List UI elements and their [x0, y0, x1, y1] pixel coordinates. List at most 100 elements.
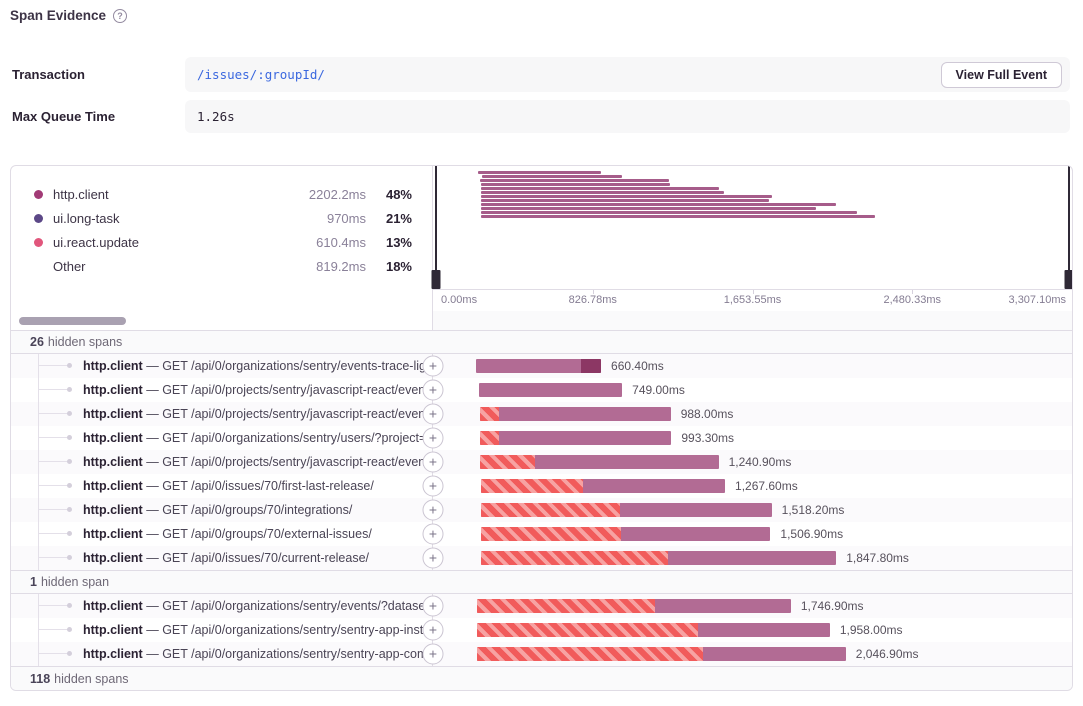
minimap-right-grip[interactable] — [1064, 270, 1072, 289]
span-duration-bar — [480, 503, 772, 517]
expand-span-button[interactable]: + — [422, 523, 444, 545]
span-duration-label: 1,240.90ms — [728, 455, 792, 469]
queue-time-stripe — [480, 455, 536, 469]
expand-span-button[interactable]: + — [422, 547, 444, 569]
span-waterfall-panel: http.client 2202.2ms 48% ui.long-task 97… — [10, 165, 1073, 691]
span-path: GET /api/0/organizations/sentry/events-t… — [162, 359, 433, 373]
expand-span-button[interactable]: + — [422, 379, 444, 401]
span-op: http.client — [83, 407, 143, 421]
legend-item: ui.long-task 970ms 21% — [11, 206, 432, 230]
minimap-left-grip[interactable] — [431, 270, 441, 289]
minimap-right-handle[interactable] — [1064, 166, 1072, 289]
span-op: http.client — [83, 599, 143, 613]
span-row-description-cell: http.client — GET /api/0/projects/sentry… — [11, 450, 433, 474]
span-row-timeline-cell: 1,746.90ms — [433, 594, 1072, 618]
span-row-description-cell: http.client — GET /api/0/groups/70/exter… — [11, 522, 433, 546]
minimap-span-bar — [480, 191, 725, 194]
minimap-span-bar — [480, 199, 770, 202]
scrollbar-track[interactable] — [11, 311, 433, 330]
tree-connector-line — [38, 509, 68, 510]
tree-connector-line — [38, 629, 68, 630]
span-row-description-cell: http.client — GET /api/0/groups/70/integ… — [11, 498, 433, 522]
span-description: http.client — GET /api/0/organizations/s… — [83, 618, 432, 642]
minimap-left-handle[interactable] — [431, 166, 441, 289]
tree-connector-line — [38, 461, 68, 462]
expand-span-button[interactable]: + — [422, 451, 444, 473]
span-row-description-cell: http.client — GET /api/0/organizations/s… — [11, 426, 433, 450]
tree-connector-line — [38, 605, 68, 606]
span-row: http.client — GET /api/0/organizations/s… — [11, 618, 1072, 642]
span-duration-label: 1,746.90ms — [800, 599, 864, 613]
span-description: http.client — GET /api/0/projects/sentry… — [83, 378, 432, 402]
legend-item: Other 819.2ms 18% — [11, 254, 432, 278]
expand-span-button[interactable]: + — [422, 427, 444, 449]
op-breakdown-legend: http.client 2202.2ms 48% ui.long-task 97… — [11, 166, 433, 311]
span-op: http.client — [83, 503, 143, 517]
legend-duration: 2202.2ms — [308, 186, 366, 202]
legend-percent: 13% — [385, 234, 412, 250]
tree-node-dot — [67, 459, 72, 464]
span-op: http.client — [83, 431, 143, 445]
span-row: http.client — GET /api/0/groups/70/integ… — [11, 498, 1072, 522]
span-row-timeline-cell: 660.40ms — [433, 354, 1072, 378]
expand-span-button[interactable]: + — [422, 619, 444, 641]
minimap-span-bar — [480, 215, 875, 218]
span-row-description-cell: http.client — GET /api/0/organizations/s… — [11, 642, 433, 666]
queue-time-stripe — [480, 527, 621, 541]
view-full-event-button[interactable]: View Full Event — [940, 61, 1062, 88]
queue-time-stripe — [480, 479, 584, 493]
span-description: http.client — GET /api/0/groups/70/exter… — [83, 522, 432, 546]
legend-dot — [34, 237, 43, 247]
span-duration-label: 1,847.80ms — [846, 551, 909, 565]
minimap-span-bar — [480, 187, 720, 190]
evidence-details: Transaction /issues/:groupId/ View Full … — [12, 57, 1070, 141]
expand-span-button[interactable]: + — [422, 403, 444, 425]
axis-label: 3,307.10ms — [1008, 294, 1066, 306]
span-description: http.client — GET /api/0/organizations/s… — [83, 426, 432, 450]
tree-connector-line — [38, 426, 39, 450]
legend-duration: 819.2ms — [316, 258, 366, 274]
span-row: http.client — GET /api/0/projects/sentry… — [11, 402, 1072, 426]
max-queue-time-row: Max Queue Time 1.26s — [12, 100, 1070, 133]
help-icon[interactable]: ? — [113, 9, 128, 23]
tree-connector-line — [38, 485, 68, 486]
transaction-link[interactable]: /issues/:groupId/ — [197, 67, 325, 82]
expand-span-button[interactable]: + — [422, 355, 444, 377]
tree-connector-line — [38, 642, 39, 666]
span-row: http.client — GET /api/0/groups/70/exter… — [11, 522, 1072, 546]
tree-connector-line — [38, 546, 39, 570]
minimap-span-bar — [480, 203, 837, 206]
legend-label: ui.long-task — [53, 210, 120, 226]
tree-node-dot — [67, 651, 72, 656]
queue-time-stripe — [477, 599, 656, 613]
span-row: http.client — GET /api/0/organizations/s… — [11, 642, 1072, 666]
expand-span-button[interactable]: + — [422, 595, 444, 617]
scrollbar-thumb[interactable] — [19, 317, 126, 325]
legend-label: http.client — [53, 186, 109, 202]
queue-time-stripe — [477, 623, 699, 637]
span-path: GET /api/0/projects/sentry/javascript-re… — [162, 455, 433, 469]
op-separator: — — [146, 479, 163, 493]
span-op: http.client — [83, 359, 143, 373]
span-duration-bar — [480, 527, 771, 541]
hidden-spans-label: hidden spans — [54, 671, 129, 686]
op-separator: — — [146, 527, 163, 541]
expand-span-button[interactable]: + — [422, 643, 444, 665]
span-bar-dark-tip — [580, 359, 602, 373]
span-row: http.client — GET /api/0/projects/sentry… — [11, 378, 1072, 402]
hidden-spans-count: 1 — [30, 575, 37, 589]
span-row-timeline-cell: 1,240.90ms — [433, 450, 1072, 474]
span-duration-bar — [480, 479, 726, 493]
queue-time-stripe — [480, 503, 621, 517]
expand-span-button[interactable]: + — [422, 499, 444, 521]
span-duration-bar — [475, 359, 602, 373]
span-duration-bar — [477, 647, 846, 661]
legend-percent: 48% — [385, 186, 412, 202]
span-row-timeline-cell: 749.00ms — [433, 378, 1072, 402]
op-separator: — — [146, 359, 163, 373]
span-description: http.client — GET /api/0/organizations/s… — [83, 354, 432, 378]
transaction-label: Transaction — [12, 67, 85, 82]
span-duration-label: 1,518.20ms — [781, 503, 845, 517]
expand-span-button[interactable]: + — [422, 475, 444, 497]
span-op: http.client — [83, 479, 143, 493]
